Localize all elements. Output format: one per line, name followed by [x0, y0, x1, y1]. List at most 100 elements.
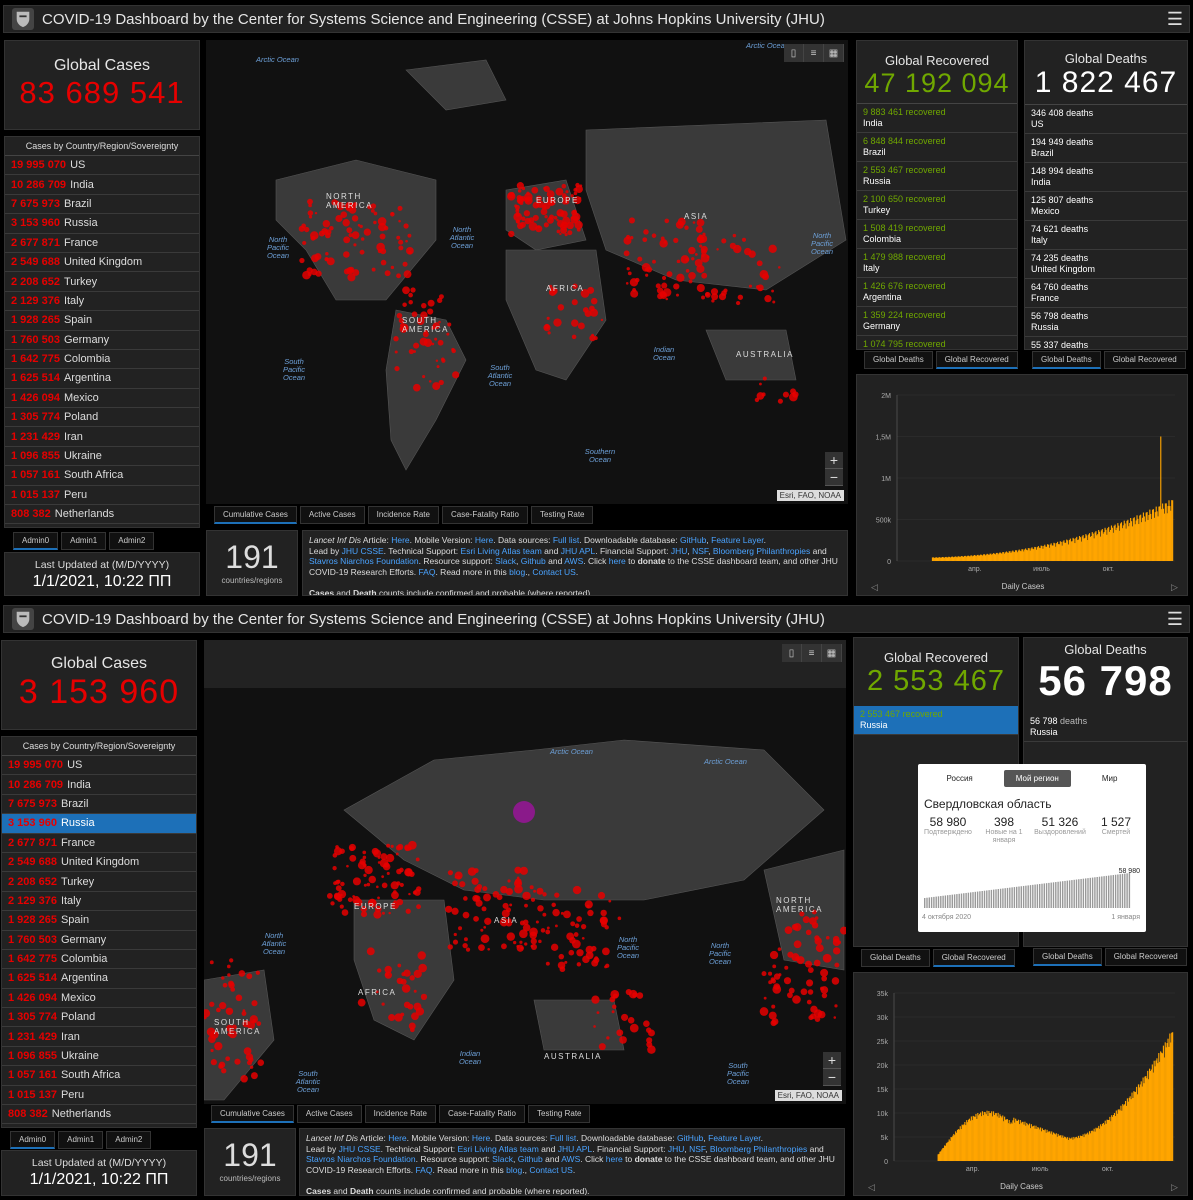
case-dot[interactable] — [416, 317, 425, 326]
case-dot[interactable] — [688, 246, 696, 255]
case-dot[interactable] — [625, 282, 629, 285]
case-dot[interactable] — [445, 905, 453, 913]
case-dot[interactable] — [699, 244, 703, 248]
case-dot[interactable] — [696, 283, 705, 293]
case-dot[interactable] — [396, 235, 401, 240]
recovered-row[interactable]: 9 883 461 recovered India — [857, 104, 1017, 133]
case-dot[interactable] — [759, 382, 762, 386]
case-dot[interactable] — [421, 302, 427, 309]
tab-admin2[interactable]: Admin2 — [109, 532, 155, 550]
case-dot[interactable] — [402, 286, 410, 295]
case-dot[interactable] — [522, 891, 531, 901]
case-dot[interactable] — [666, 271, 673, 278]
case-dot[interactable] — [353, 243, 357, 247]
case-dot[interactable] — [246, 973, 253, 980]
case-dot[interactable] — [384, 270, 391, 277]
case-dot[interactable] — [643, 1020, 650, 1027]
case-dot[interactable] — [462, 911, 470, 919]
case-dot[interactable] — [514, 204, 518, 208]
case-dot[interactable] — [677, 217, 686, 226]
case-dot[interactable] — [228, 1030, 237, 1039]
case-dot[interactable] — [813, 959, 821, 967]
case-dot[interactable] — [222, 982, 228, 988]
case-dot[interactable] — [783, 977, 792, 985]
case-dot[interactable] — [360, 911, 368, 918]
case-dot[interactable] — [228, 980, 234, 987]
case-dot[interactable] — [660, 236, 665, 241]
case-dot[interactable] — [557, 213, 561, 217]
case-dot[interactable] — [593, 957, 600, 964]
case-dot[interactable] — [791, 923, 799, 931]
case-dot[interactable] — [256, 1021, 262, 1026]
country-row-turkey[interactable]: 2 208 652 Turkey — [5, 272, 199, 292]
case-dot[interactable] — [557, 961, 566, 970]
case-dot[interactable] — [394, 366, 400, 372]
case-dot[interactable] — [685, 269, 690, 273]
case-dot[interactable] — [343, 236, 351, 244]
case-dot[interactable] — [636, 992, 644, 999]
case-dot[interactable] — [341, 909, 349, 916]
case-dot[interactable] — [393, 336, 399, 342]
case-dot[interactable] — [806, 999, 812, 1005]
case-dot[interactable] — [432, 322, 440, 330]
case-dot[interactable] — [234, 1058, 241, 1065]
case-dot[interactable] — [550, 287, 558, 295]
case-dot[interactable] — [546, 926, 550, 930]
country-row-netherlands[interactable]: 808 382 Netherlands — [2, 1105, 196, 1125]
case-dot[interactable] — [438, 379, 444, 386]
info-here1[interactable]: Here — [388, 1133, 407, 1143]
case-dot[interactable] — [554, 924, 558, 928]
case-dot[interactable] — [544, 214, 548, 219]
tab-russia[interactable]: Россия — [946, 774, 973, 783]
case-dot[interactable] — [580, 289, 590, 298]
case-dot[interactable] — [314, 211, 318, 215]
case-dot[interactable] — [333, 892, 341, 899]
case-dot[interactable] — [396, 312, 403, 319]
case-dot[interactable] — [833, 947, 841, 955]
case-dot[interactable] — [481, 906, 487, 912]
case-dot[interactable] — [778, 973, 782, 977]
tab-global-recovered-4[interactable]: Global Recovered — [1104, 948, 1187, 966]
case-dot[interactable] — [463, 896, 468, 901]
case-dot[interactable] — [743, 247, 752, 256]
country-row-iran[interactable]: 1 231 429 Iran — [5, 427, 199, 447]
case-dot[interactable] — [580, 924, 587, 930]
case-dot[interactable] — [616, 1029, 624, 1037]
case-dot[interactable] — [571, 939, 581, 949]
case-dot[interactable] — [502, 902, 509, 909]
case-dot[interactable] — [366, 947, 375, 956]
case-dot[interactable] — [432, 382, 441, 391]
case-dot[interactable] — [825, 935, 830, 940]
case-dot[interactable] — [784, 965, 789, 970]
case-dot[interactable] — [221, 1068, 227, 1074]
tab-active-cases[interactable]: Active Cases — [299, 506, 365, 524]
case-dot[interactable] — [386, 843, 391, 848]
case-dot[interactable] — [340, 211, 348, 219]
tab-global-recovered-2[interactable]: Global Recovered — [1103, 351, 1186, 369]
country-row-poland[interactable]: 1 305 774 Poland — [5, 408, 199, 428]
case-dot[interactable] — [834, 1004, 838, 1008]
case-dot[interactable] — [347, 273, 356, 282]
country-row-poland[interactable]: 1 305 774 Poland — [2, 1008, 196, 1028]
case-dot[interactable] — [315, 270, 322, 277]
country-row-italy[interactable]: 2 129 376 Italy — [5, 292, 199, 312]
case-dot[interactable] — [352, 877, 361, 886]
tab-admin0[interactable]: Admin0 — [13, 532, 59, 550]
case-dot[interactable] — [552, 908, 560, 917]
tab-global-deaths-2[interactable]: Global Deaths — [1032, 351, 1101, 369]
case-dot[interactable] — [627, 271, 632, 276]
case-dot[interactable] — [377, 896, 380, 900]
case-dot[interactable] — [404, 868, 413, 877]
case-dot[interactable] — [627, 1016, 635, 1024]
case-dot[interactable] — [589, 334, 596, 342]
case-dot[interactable] — [330, 901, 335, 906]
case-dot[interactable] — [333, 881, 337, 885]
case-dot[interactable] — [572, 283, 578, 289]
case-dot[interactable] — [362, 855, 367, 860]
case-dot[interactable] — [543, 324, 551, 332]
case-dot[interactable] — [453, 932, 457, 937]
case-dot[interactable] — [415, 857, 420, 862]
case-dot[interactable] — [401, 321, 405, 325]
case-dot[interactable] — [811, 922, 819, 929]
case-dot[interactable] — [463, 937, 468, 942]
